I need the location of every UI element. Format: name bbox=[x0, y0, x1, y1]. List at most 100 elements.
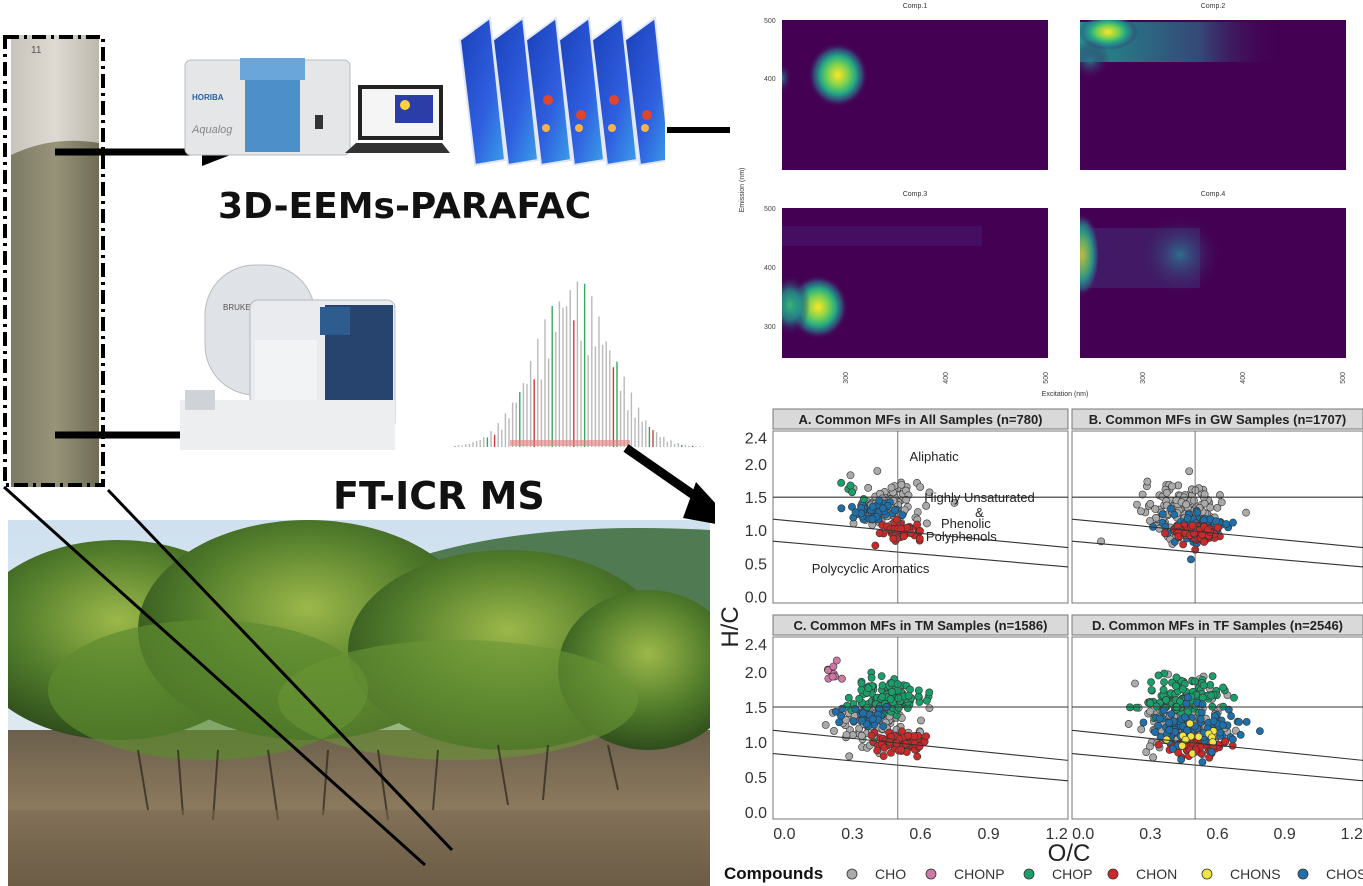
vk-point-chon bbox=[1154, 740, 1163, 749]
vk-y-tick: 1.0 bbox=[745, 735, 767, 752]
vk-y-axis-label: H/C bbox=[717, 606, 744, 647]
vk-boundary-line bbox=[1072, 540, 1363, 568]
vk-point-chop bbox=[837, 478, 846, 487]
vk-legend-label: CHOS bbox=[1326, 866, 1363, 882]
vk-point-chop bbox=[877, 672, 886, 681]
eem-y-tick: 500 bbox=[764, 18, 776, 25]
vk-region-label: Highly Unsaturated bbox=[924, 490, 1035, 505]
vk-point-chos bbox=[868, 715, 877, 723]
eem-y-tick: 400 bbox=[764, 76, 776, 83]
vk-point-chos bbox=[851, 704, 860, 713]
vk-point-cho bbox=[1124, 720, 1133, 728]
vk-point-chos bbox=[848, 502, 856, 511]
vk-point-cho bbox=[842, 731, 851, 739]
eem-x-tick: 400 bbox=[943, 372, 950, 384]
eem-component-chart: Comp.1 Comp.2 Comp.3 Comp.4 Emission (nm… bbox=[730, 0, 1363, 402]
eem-panel-comp3 bbox=[782, 208, 1048, 358]
vk-point-chos bbox=[1242, 717, 1251, 726]
eem-slice bbox=[491, 16, 540, 167]
vk-point-chop bbox=[1147, 686, 1156, 694]
vk-point-chop bbox=[1147, 678, 1155, 687]
vk-x-tick: 0.6 bbox=[909, 826, 931, 843]
vk-point-chon bbox=[900, 532, 908, 541]
ftms-instrument: BRUKER bbox=[180, 264, 396, 450]
vk-point-chop bbox=[1152, 702, 1161, 711]
vk-point-chop bbox=[894, 694, 903, 703]
vk-legend-title: Compounds bbox=[724, 864, 823, 883]
vk-point-cho bbox=[1168, 482, 1176, 491]
vk-point-chon bbox=[879, 752, 888, 761]
vk-region-label: Phenolic bbox=[941, 516, 991, 531]
vk-point-chos bbox=[1198, 758, 1207, 767]
vk-panel-title: A. Common MFs in All Samples (n=780) bbox=[798, 412, 1042, 427]
vk-point-chos bbox=[1158, 510, 1167, 519]
vk-point-chon bbox=[904, 731, 913, 740]
vk-legend-item-chons: CHONS bbox=[1201, 866, 1281, 882]
vk-y-tick: 0.5 bbox=[745, 556, 767, 573]
eem-slice bbox=[458, 16, 507, 167]
vk-point-chos bbox=[898, 511, 907, 520]
vk-x-tick: 0.0 bbox=[1072, 826, 1094, 843]
vk-boundary-line bbox=[773, 753, 1068, 782]
vk-point-chos bbox=[1229, 518, 1237, 527]
vk-point-chop bbox=[1198, 693, 1207, 702]
vk-point-chos bbox=[1207, 748, 1216, 756]
vk-point-cho bbox=[1146, 500, 1155, 508]
vk-panel-strip bbox=[1071, 408, 1363, 430]
vk-point-chos bbox=[1198, 700, 1207, 709]
vk-point-cho bbox=[1162, 488, 1171, 497]
vk-point-chop bbox=[1160, 678, 1168, 687]
eem-panel-comp4 bbox=[1080, 208, 1346, 358]
vk-point-cho bbox=[923, 519, 931, 528]
vk-panel-strip bbox=[772, 614, 1069, 636]
vk-point-cho bbox=[925, 488, 934, 497]
vk-point-chon bbox=[889, 534, 898, 543]
vk-x-tick: 0.9 bbox=[977, 826, 999, 843]
vk-x-tick: 1.2 bbox=[1341, 826, 1363, 843]
vk-point-chos bbox=[1196, 715, 1205, 724]
vk-legend-swatch bbox=[1297, 868, 1309, 880]
vk-panel-frame bbox=[772, 430, 1069, 604]
vk-panel-strip bbox=[772, 408, 1069, 430]
eem-panel-title-3: Comp.3 bbox=[903, 191, 928, 198]
vk-x-tick: 0.3 bbox=[1139, 826, 1161, 843]
vk-region-label: Aliphatic bbox=[910, 449, 960, 464]
vk-point-cho bbox=[1131, 679, 1139, 688]
eem-x-tick: 400 bbox=[1240, 372, 1247, 384]
eem-panel-title-2: Comp.2 bbox=[1201, 3, 1226, 10]
vk-point-chon bbox=[897, 745, 906, 754]
eem-y-tick: 400 bbox=[764, 265, 776, 272]
eem-slice bbox=[524, 16, 573, 167]
vk-point-chos bbox=[849, 717, 858, 725]
vk-point-chonp bbox=[832, 656, 841, 665]
vk-panel-0: A. Common MFs in All Samples (n=780) 0.0 0… bbox=[745, 408, 1069, 606]
vk-point-chos bbox=[1229, 735, 1237, 744]
vk-legend-label: CHO bbox=[875, 866, 906, 882]
vk-point-cho bbox=[916, 483, 925, 491]
vk-point-chon bbox=[1221, 737, 1230, 746]
vk-point-chon bbox=[875, 529, 884, 538]
horiba-label: HORIBA bbox=[192, 93, 224, 102]
vk-point-cho bbox=[950, 498, 959, 507]
vk-point-cho bbox=[830, 727, 838, 735]
vk-point-chop bbox=[1159, 685, 1168, 694]
vk-point-chons bbox=[1188, 749, 1197, 758]
vk-point-chos bbox=[1151, 728, 1159, 737]
vk-point-chos bbox=[1218, 721, 1227, 730]
vk-point-cho bbox=[1151, 505, 1160, 513]
vk-legend-swatch bbox=[846, 868, 858, 880]
vk-point-chonp bbox=[829, 662, 838, 671]
vk-point-chon bbox=[913, 752, 922, 761]
vk-point-chos bbox=[1168, 745, 1177, 753]
vk-point-chop bbox=[867, 673, 876, 682]
vk-point-chop bbox=[925, 688, 934, 697]
vk-point-cho bbox=[873, 467, 882, 475]
vk-point-cho bbox=[1206, 503, 1215, 512]
vk-point-cho bbox=[845, 752, 854, 761]
eem-slice-stack bbox=[458, 16, 665, 167]
vk-legend-item-chon: CHON bbox=[1107, 866, 1177, 882]
aqualog-instrument: HORIBA Aqualog bbox=[184, 58, 450, 156]
mass-spectrum bbox=[454, 281, 705, 447]
vk-point-chon bbox=[871, 541, 880, 550]
vk-point-chos bbox=[1197, 708, 1206, 717]
